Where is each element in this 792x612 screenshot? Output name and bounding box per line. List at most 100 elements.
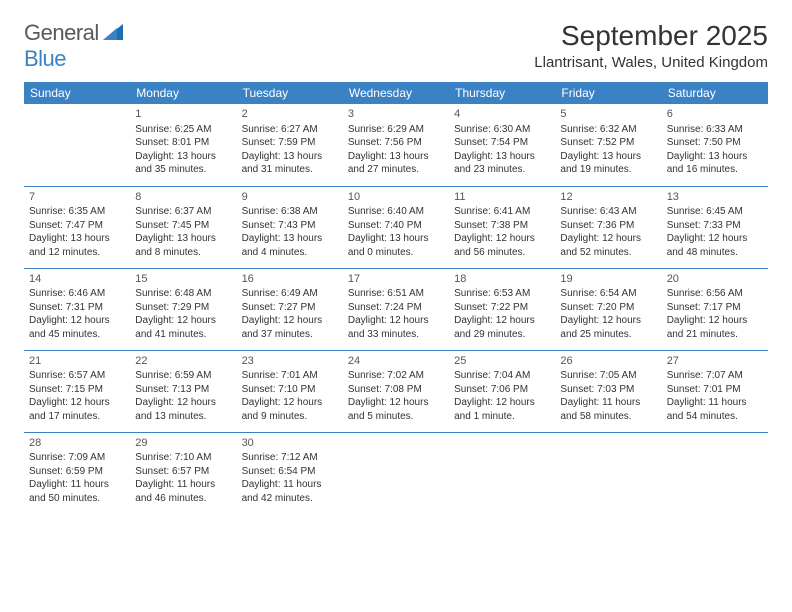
daylight-text: Daylight: 13 hours and 12 minutes. bbox=[29, 232, 125, 259]
day-cell: 11Sunrise: 6:41 AMSunset: 7:38 PMDayligh… bbox=[449, 186, 555, 268]
day-cell: 24Sunrise: 7:02 AMSunset: 7:08 PMDayligh… bbox=[343, 350, 449, 432]
sunrise-text: Sunrise: 6:40 AM bbox=[348, 205, 444, 219]
day-cell: 10Sunrise: 6:40 AMSunset: 7:40 PMDayligh… bbox=[343, 186, 449, 268]
day-number: 4 bbox=[454, 107, 550, 122]
daylight-text: Daylight: 12 hours and 29 minutes. bbox=[454, 314, 550, 341]
sunrise-text: Sunrise: 6:54 AM bbox=[560, 287, 656, 301]
daylight-text: Daylight: 12 hours and 5 minutes. bbox=[348, 396, 444, 423]
sunset-text: Sunset: 7:15 PM bbox=[29, 383, 125, 397]
logo-text-blue: Blue bbox=[24, 46, 66, 71]
day-cell: 1Sunrise: 6:25 AMSunset: 8:01 PMDaylight… bbox=[130, 104, 236, 186]
day-number: 11 bbox=[454, 190, 550, 205]
day-header: Thursday bbox=[449, 82, 555, 104]
sunset-text: Sunset: 6:54 PM bbox=[242, 465, 338, 479]
day-cell: 30Sunrise: 7:12 AMSunset: 6:54 PMDayligh… bbox=[237, 432, 343, 514]
week-row: 1Sunrise: 6:25 AMSunset: 8:01 PMDaylight… bbox=[24, 104, 768, 186]
day-number: 9 bbox=[242, 190, 338, 205]
sunrise-text: Sunrise: 6:53 AM bbox=[454, 287, 550, 301]
sunset-text: Sunset: 7:24 PM bbox=[348, 301, 444, 315]
sunrise-text: Sunrise: 6:43 AM bbox=[560, 205, 656, 219]
logo: General Blue bbox=[24, 20, 123, 72]
sunrise-text: Sunrise: 6:56 AM bbox=[667, 287, 763, 301]
day-header: Sunday bbox=[24, 82, 130, 104]
daylight-text: Daylight: 12 hours and 52 minutes. bbox=[560, 232, 656, 259]
sunset-text: Sunset: 7:03 PM bbox=[560, 383, 656, 397]
sunset-text: Sunset: 7:22 PM bbox=[454, 301, 550, 315]
daylight-text: Daylight: 11 hours and 46 minutes. bbox=[135, 478, 231, 505]
day-header-row: SundayMondayTuesdayWednesdayThursdayFrid… bbox=[24, 82, 768, 104]
sunrise-text: Sunrise: 6:41 AM bbox=[454, 205, 550, 219]
week-row: 14Sunrise: 6:46 AMSunset: 7:31 PMDayligh… bbox=[24, 268, 768, 350]
day-header: Monday bbox=[130, 82, 236, 104]
sunrise-text: Sunrise: 6:57 AM bbox=[29, 369, 125, 383]
sunrise-text: Sunrise: 6:29 AM bbox=[348, 123, 444, 137]
sunrise-text: Sunrise: 6:33 AM bbox=[667, 123, 763, 137]
day-number: 18 bbox=[454, 272, 550, 287]
day-number: 6 bbox=[667, 107, 763, 122]
sunrise-text: Sunrise: 6:38 AM bbox=[242, 205, 338, 219]
day-number: 23 bbox=[242, 354, 338, 369]
sunset-text: Sunset: 7:59 PM bbox=[242, 136, 338, 150]
location: Llantrisant, Wales, United Kingdom bbox=[534, 54, 768, 71]
daylight-text: Daylight: 12 hours and 9 minutes. bbox=[242, 396, 338, 423]
sunset-text: Sunset: 7:29 PM bbox=[135, 301, 231, 315]
daylight-text: Daylight: 11 hours and 42 minutes. bbox=[242, 478, 338, 505]
day-number: 29 bbox=[135, 436, 231, 451]
day-cell: 29Sunrise: 7:10 AMSunset: 6:57 PMDayligh… bbox=[130, 432, 236, 514]
day-number: 27 bbox=[667, 354, 763, 369]
sunset-text: Sunset: 7:38 PM bbox=[454, 219, 550, 233]
sunset-text: Sunset: 7:54 PM bbox=[454, 136, 550, 150]
day-cell: 21Sunrise: 6:57 AMSunset: 7:15 PMDayligh… bbox=[24, 350, 130, 432]
day-cell: 7Sunrise: 6:35 AMSunset: 7:47 PMDaylight… bbox=[24, 186, 130, 268]
sunset-text: Sunset: 6:57 PM bbox=[135, 465, 231, 479]
page-title: September 2025 bbox=[534, 20, 768, 52]
day-number: 20 bbox=[667, 272, 763, 287]
sunset-text: Sunset: 7:36 PM bbox=[560, 219, 656, 233]
sunset-text: Sunset: 7:56 PM bbox=[348, 136, 444, 150]
sunset-text: Sunset: 7:13 PM bbox=[135, 383, 231, 397]
sunrise-text: Sunrise: 7:10 AM bbox=[135, 451, 231, 465]
daylight-text: Daylight: 13 hours and 27 minutes. bbox=[348, 150, 444, 177]
sunset-text: Sunset: 8:01 PM bbox=[135, 136, 231, 150]
day-cell bbox=[449, 432, 555, 514]
logo-row: General Blue bbox=[24, 20, 123, 72]
sunset-text: Sunset: 6:59 PM bbox=[29, 465, 125, 479]
sunrise-text: Sunrise: 7:01 AM bbox=[242, 369, 338, 383]
day-number: 22 bbox=[135, 354, 231, 369]
sunset-text: Sunset: 7:47 PM bbox=[29, 219, 125, 233]
day-number: 1 bbox=[135, 107, 231, 122]
calendar-body: 1Sunrise: 6:25 AMSunset: 8:01 PMDaylight… bbox=[24, 104, 768, 514]
day-cell: 5Sunrise: 6:32 AMSunset: 7:52 PMDaylight… bbox=[555, 104, 661, 186]
week-row: 21Sunrise: 6:57 AMSunset: 7:15 PMDayligh… bbox=[24, 350, 768, 432]
sunrise-text: Sunrise: 6:51 AM bbox=[348, 287, 444, 301]
daylight-text: Daylight: 12 hours and 33 minutes. bbox=[348, 314, 444, 341]
day-cell: 20Sunrise: 6:56 AMSunset: 7:17 PMDayligh… bbox=[662, 268, 768, 350]
day-number: 16 bbox=[242, 272, 338, 287]
day-header: Friday bbox=[555, 82, 661, 104]
sunrise-text: Sunrise: 7:07 AM bbox=[667, 369, 763, 383]
sunset-text: Sunset: 7:45 PM bbox=[135, 219, 231, 233]
day-number: 30 bbox=[242, 436, 338, 451]
day-cell bbox=[555, 432, 661, 514]
day-cell: 17Sunrise: 6:51 AMSunset: 7:24 PMDayligh… bbox=[343, 268, 449, 350]
daylight-text: Daylight: 11 hours and 50 minutes. bbox=[29, 478, 125, 505]
daylight-text: Daylight: 13 hours and 31 minutes. bbox=[242, 150, 338, 177]
day-number: 15 bbox=[135, 272, 231, 287]
day-cell: 3Sunrise: 6:29 AMSunset: 7:56 PMDaylight… bbox=[343, 104, 449, 186]
sunset-text: Sunset: 7:31 PM bbox=[29, 301, 125, 315]
day-cell: 16Sunrise: 6:49 AMSunset: 7:27 PMDayligh… bbox=[237, 268, 343, 350]
day-number: 17 bbox=[348, 272, 444, 287]
day-cell: 26Sunrise: 7:05 AMSunset: 7:03 PMDayligh… bbox=[555, 350, 661, 432]
sunset-text: Sunset: 7:40 PM bbox=[348, 219, 444, 233]
daylight-text: Daylight: 12 hours and 13 minutes. bbox=[135, 396, 231, 423]
daylight-text: Daylight: 12 hours and 25 minutes. bbox=[560, 314, 656, 341]
sunrise-text: Sunrise: 6:35 AM bbox=[29, 205, 125, 219]
daylight-text: Daylight: 11 hours and 58 minutes. bbox=[560, 396, 656, 423]
day-cell: 12Sunrise: 6:43 AMSunset: 7:36 PMDayligh… bbox=[555, 186, 661, 268]
sunrise-text: Sunrise: 6:27 AM bbox=[242, 123, 338, 137]
sunset-text: Sunset: 7:08 PM bbox=[348, 383, 444, 397]
sunset-text: Sunset: 7:50 PM bbox=[667, 136, 763, 150]
day-cell: 9Sunrise: 6:38 AMSunset: 7:43 PMDaylight… bbox=[237, 186, 343, 268]
sunrise-text: Sunrise: 6:37 AM bbox=[135, 205, 231, 219]
day-cell: 19Sunrise: 6:54 AMSunset: 7:20 PMDayligh… bbox=[555, 268, 661, 350]
